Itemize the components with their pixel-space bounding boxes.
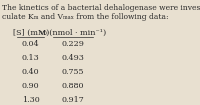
Text: 0.880: 0.880 — [61, 82, 84, 90]
Text: 0.917: 0.917 — [61, 96, 84, 104]
Text: 0.13: 0.13 — [22, 54, 40, 62]
Text: 0.755: 0.755 — [61, 68, 84, 76]
Text: 1.30: 1.30 — [22, 96, 40, 104]
Text: 0.493: 0.493 — [61, 54, 84, 62]
Text: 0.40: 0.40 — [22, 68, 40, 76]
Text: 0.04: 0.04 — [22, 40, 40, 48]
Text: [S] (mM): [S] (mM) — [13, 28, 49, 36]
Text: culate Kₘ and Vₘₐₓ from the following data:: culate Kₘ and Vₘₐₓ from the following da… — [2, 13, 169, 21]
Text: v₀ (nmol · min⁻¹): v₀ (nmol · min⁻¹) — [39, 28, 106, 36]
Text: 0.229: 0.229 — [61, 40, 84, 48]
Text: 0.90: 0.90 — [22, 82, 40, 90]
Text: The kinetics of a bacterial dehalogenase were investigated. Cal-: The kinetics of a bacterial dehalogenase… — [2, 4, 200, 12]
